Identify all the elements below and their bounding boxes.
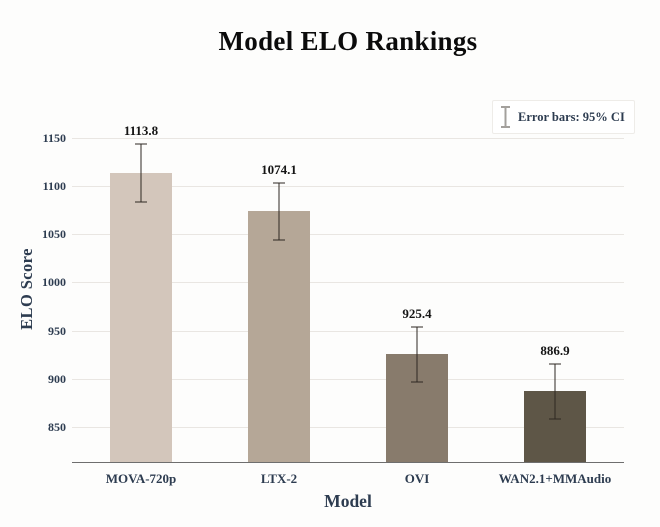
gridline xyxy=(72,330,624,332)
gridline xyxy=(72,282,624,284)
x-tick-label: MOVA-720p xyxy=(105,471,177,486)
bar-value-label: 1074.1 xyxy=(261,161,297,177)
error-bar-bottom-cap xyxy=(549,417,561,420)
x-axis-title: Model xyxy=(324,491,372,511)
error-bar xyxy=(278,182,280,240)
y-tick-label: 1050 xyxy=(42,227,66,242)
y-tick-label: 1150 xyxy=(42,131,66,146)
gridline xyxy=(72,186,624,188)
gridline xyxy=(72,138,624,140)
x-tick-label: LTX-2 xyxy=(260,471,298,486)
gridline xyxy=(72,234,624,236)
y-tick-label: 950 xyxy=(48,323,66,338)
bar-value-label: 1113.8 xyxy=(123,123,159,139)
error-bar xyxy=(140,144,142,202)
bar-value-label: 886.9 xyxy=(540,342,570,358)
y-tick-label: 900 xyxy=(48,371,66,386)
y-tick-label: 850 xyxy=(48,419,66,434)
error-bar-bottom-cap xyxy=(135,200,147,203)
error-bar-icon xyxy=(500,105,511,129)
bar-value-label: 925.4 xyxy=(402,305,432,321)
error-bar xyxy=(416,326,418,382)
bar-ltx-2 xyxy=(248,211,310,462)
y-tick-label: 1000 xyxy=(42,275,66,290)
x-tick-label: WAN2.1+MMAudio xyxy=(498,471,612,486)
error-bar-bottom-cap xyxy=(411,380,423,383)
error-bar-top-cap xyxy=(549,362,561,365)
error-bar-top-cap xyxy=(135,143,147,146)
legend: Error bars: 95% CI xyxy=(492,100,635,134)
error-bar-bottom-cap xyxy=(273,238,285,241)
gridline xyxy=(72,378,624,380)
x-axis-line xyxy=(72,462,624,463)
gridline xyxy=(72,426,624,428)
chart-title: Model ELO Rankings xyxy=(218,26,478,56)
error-bar xyxy=(554,363,556,419)
error-bar-top-cap xyxy=(411,325,423,328)
legend-label: Error bars: 95% CI xyxy=(518,109,625,124)
x-tick-label: OVI xyxy=(404,471,430,486)
error-bar-top-cap xyxy=(273,181,285,184)
bar-mova-720p xyxy=(110,172,172,462)
y-tick-label: 1100 xyxy=(42,179,66,194)
